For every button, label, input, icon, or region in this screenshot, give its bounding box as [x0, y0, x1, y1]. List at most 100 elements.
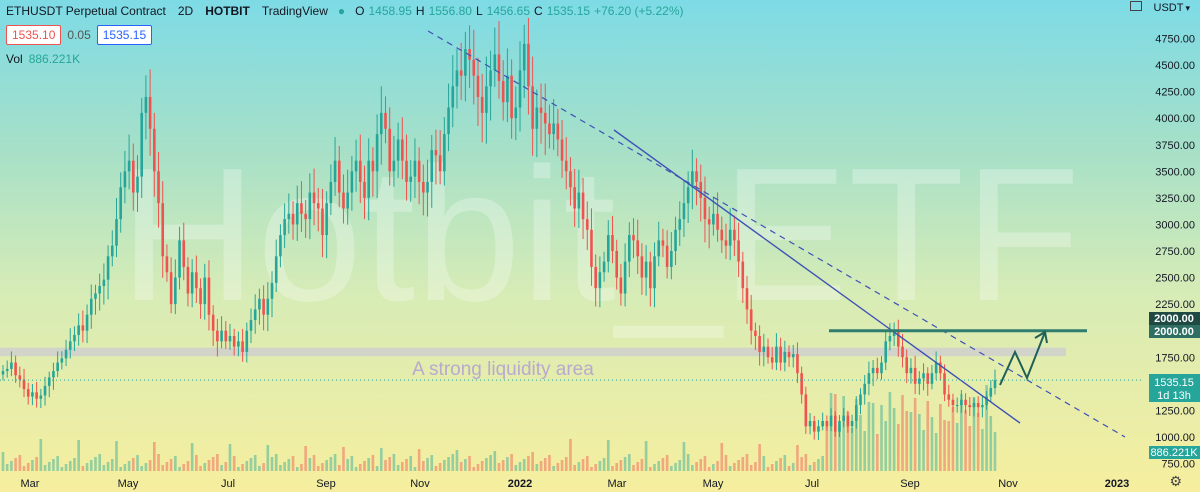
volume-bar	[787, 466, 791, 471]
candle-body	[712, 213, 715, 225]
volume-bar	[132, 458, 135, 471]
candle-body	[918, 378, 921, 384]
candle-body	[388, 128, 392, 172]
volume-bar	[426, 458, 429, 471]
candle-body	[380, 112, 383, 135]
volume-bar	[510, 454, 513, 471]
candle-body	[976, 402, 980, 408]
candle-body	[682, 203, 686, 220]
volume-bar	[585, 456, 589, 471]
close-value: 1535.15	[546, 4, 591, 18]
volume-bar	[199, 466, 202, 471]
volume-bar	[539, 461, 543, 471]
candle-body	[85, 314, 89, 331]
volume-bar	[190, 443, 194, 471]
candle-body	[291, 213, 295, 225]
interval[interactable]: 2D	[177, 4, 194, 18]
candle-body	[510, 75, 513, 119]
projection-arrowhead	[1034, 330, 1048, 344]
volume-bar	[85, 463, 89, 471]
candle-body	[569, 171, 572, 188]
candle-body	[434, 150, 438, 156]
candle-body	[787, 351, 791, 358]
candle-body	[892, 330, 896, 336]
volume-bar	[110, 459, 114, 471]
gear-icon[interactable]: ⚙	[1169, 473, 1182, 489]
volume-bar	[854, 399, 858, 471]
candle-body	[56, 362, 59, 372]
candle-body	[174, 277, 177, 305]
symbol-name[interactable]: ETHUSDT Perpetual Contract	[6, 4, 166, 18]
volume-bar	[518, 462, 522, 471]
volume-bar	[47, 462, 51, 471]
close-label: C	[534, 4, 543, 18]
volume-bar	[60, 467, 64, 471]
volume-bar	[699, 459, 703, 471]
volume-bar	[153, 442, 156, 471]
candle-body	[901, 346, 904, 358]
candle-body	[720, 229, 724, 241]
volume-bar	[758, 444, 761, 471]
drawing-toolbox-icon[interactable]	[1130, 1, 1142, 11]
time-tick-label: Mar	[608, 478, 627, 490]
volume-bar	[443, 460, 446, 471]
ask-button[interactable]: 1535.15	[96, 25, 153, 45]
candle-body	[26, 389, 30, 397]
volume-bar	[480, 461, 484, 471]
candle-body	[123, 171, 127, 188]
candle-body	[451, 86, 455, 108]
candle-body	[35, 392, 38, 399]
candle-body	[615, 251, 618, 278]
volume-bar	[686, 454, 690, 471]
volume-bar	[371, 455, 375, 471]
candle-body	[220, 330, 223, 342]
candle-body	[64, 349, 68, 359]
candle-body	[140, 112, 144, 177]
candle-body	[934, 362, 938, 374]
volume-bar	[300, 464, 303, 471]
candle-body	[825, 421, 829, 427]
candle-body	[1, 371, 5, 375]
candle-body	[930, 373, 934, 384]
volume-bar	[619, 460, 623, 471]
candle-body	[367, 160, 370, 198]
candle-body	[602, 261, 606, 273]
candle-body	[522, 43, 526, 71]
candle-body	[249, 320, 253, 331]
volume-bar	[611, 466, 614, 471]
volume-bar	[560, 460, 564, 471]
candle-body	[274, 256, 278, 283]
volume-bar	[564, 457, 568, 471]
volume-bar	[665, 455, 669, 471]
price-tick-label: 3250.00	[1155, 193, 1195, 205]
candle-body	[762, 346, 766, 352]
volume-bar	[720, 443, 724, 471]
candle-body	[308, 192, 312, 220]
volume-bar	[985, 385, 988, 471]
candle-body	[804, 394, 808, 427]
candle-body	[68, 341, 72, 350]
volume-bar	[270, 457, 274, 471]
candle-body	[279, 235, 282, 257]
volume-bar	[922, 430, 925, 471]
currency-selector[interactable]: USDT ▾	[1154, 2, 1190, 14]
volume-bar	[64, 464, 68, 471]
volume-bar	[812, 462, 816, 471]
volume-bar	[401, 462, 404, 471]
candle-body	[678, 219, 682, 230]
candle-body	[833, 415, 837, 432]
volume-legend: Vol 886.221K	[6, 52, 80, 66]
candle-body	[199, 288, 202, 305]
bid-button[interactable]: 1535.10	[6, 25, 62, 45]
volume-bar	[745, 454, 749, 471]
resistance-label-1-box	[1149, 312, 1200, 325]
volume-bar	[346, 459, 349, 471]
volume-bar	[741, 457, 745, 471]
candle-body	[115, 219, 118, 246]
candle-body	[573, 187, 576, 209]
candle-body	[426, 181, 429, 193]
volume-bar	[884, 421, 888, 471]
volume-bar	[867, 402, 871, 471]
